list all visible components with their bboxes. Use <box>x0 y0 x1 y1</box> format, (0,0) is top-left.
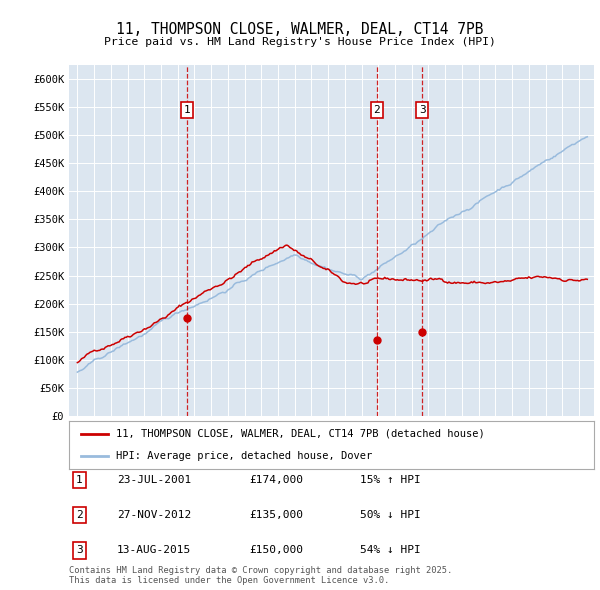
Text: HPI: Average price, detached house, Dover: HPI: Average price, detached house, Dove… <box>116 451 373 461</box>
Text: 2: 2 <box>373 105 380 115</box>
Text: £174,000: £174,000 <box>249 475 303 484</box>
Text: 23-JUL-2001: 23-JUL-2001 <box>117 475 191 484</box>
Text: 1: 1 <box>76 475 83 484</box>
Text: £135,000: £135,000 <box>249 510 303 520</box>
Text: 11, THOMPSON CLOSE, WALMER, DEAL, CT14 7PB: 11, THOMPSON CLOSE, WALMER, DEAL, CT14 7… <box>116 22 484 37</box>
Text: 50% ↓ HPI: 50% ↓ HPI <box>360 510 421 520</box>
Text: 54% ↓ HPI: 54% ↓ HPI <box>360 546 421 555</box>
Text: 11, THOMPSON CLOSE, WALMER, DEAL, CT14 7PB (detached house): 11, THOMPSON CLOSE, WALMER, DEAL, CT14 7… <box>116 429 485 439</box>
Text: £150,000: £150,000 <box>249 546 303 555</box>
Text: 1: 1 <box>184 105 190 115</box>
Text: 2: 2 <box>76 510 83 520</box>
Text: Price paid vs. HM Land Registry's House Price Index (HPI): Price paid vs. HM Land Registry's House … <box>104 37 496 47</box>
Text: 15% ↑ HPI: 15% ↑ HPI <box>360 475 421 484</box>
Text: 13-AUG-2015: 13-AUG-2015 <box>117 546 191 555</box>
Text: 3: 3 <box>76 546 83 555</box>
Text: 3: 3 <box>419 105 425 115</box>
Text: Contains HM Land Registry data © Crown copyright and database right 2025.
This d: Contains HM Land Registry data © Crown c… <box>69 566 452 585</box>
Text: 27-NOV-2012: 27-NOV-2012 <box>117 510 191 520</box>
